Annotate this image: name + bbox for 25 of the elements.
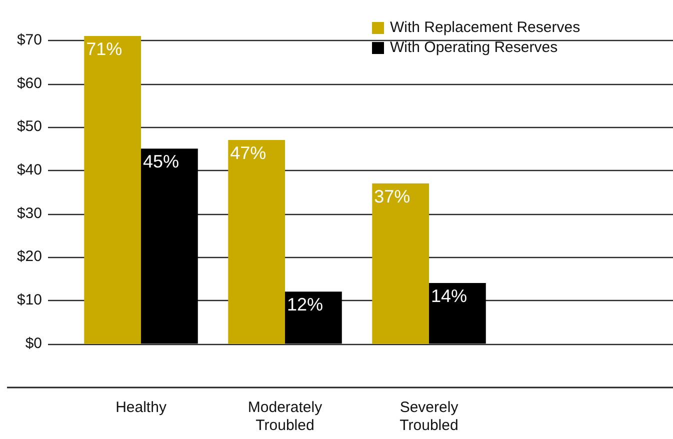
x-tick-label: Moderately Troubled bbox=[248, 399, 323, 434]
y-tick-label: $60 bbox=[16, 74, 42, 92]
data-label: 12% bbox=[287, 294, 324, 315]
y-tick-label: $20 bbox=[16, 248, 42, 266]
legend-label: With Operating Reserves bbox=[390, 38, 558, 58]
bar bbox=[141, 148, 198, 344]
data-label: 71% bbox=[86, 38, 122, 59]
data-label: 47% bbox=[230, 142, 266, 163]
bar bbox=[372, 183, 429, 344]
y-tick-label: $50 bbox=[16, 118, 42, 136]
y-tick-label: $0 bbox=[25, 334, 42, 352]
bar bbox=[228, 140, 285, 344]
data-label: 45% bbox=[143, 152, 180, 172]
y-tick-label: $70 bbox=[16, 31, 42, 48]
bar bbox=[429, 283, 486, 344]
bar bbox=[285, 292, 342, 344]
legend-label: With Replacement Reserves bbox=[390, 18, 580, 38]
data-label: 14% bbox=[431, 286, 468, 306]
data-label: 37% bbox=[374, 186, 410, 206]
y-tick-label: $30 bbox=[16, 204, 42, 222]
x-tick-label: Severely Troubled bbox=[400, 399, 459, 434]
y-tick-label: $10 bbox=[16, 291, 42, 308]
y-tick-label: $40 bbox=[16, 161, 42, 178]
x-tick-label: Healthy bbox=[116, 399, 167, 416]
bar bbox=[84, 36, 141, 344]
